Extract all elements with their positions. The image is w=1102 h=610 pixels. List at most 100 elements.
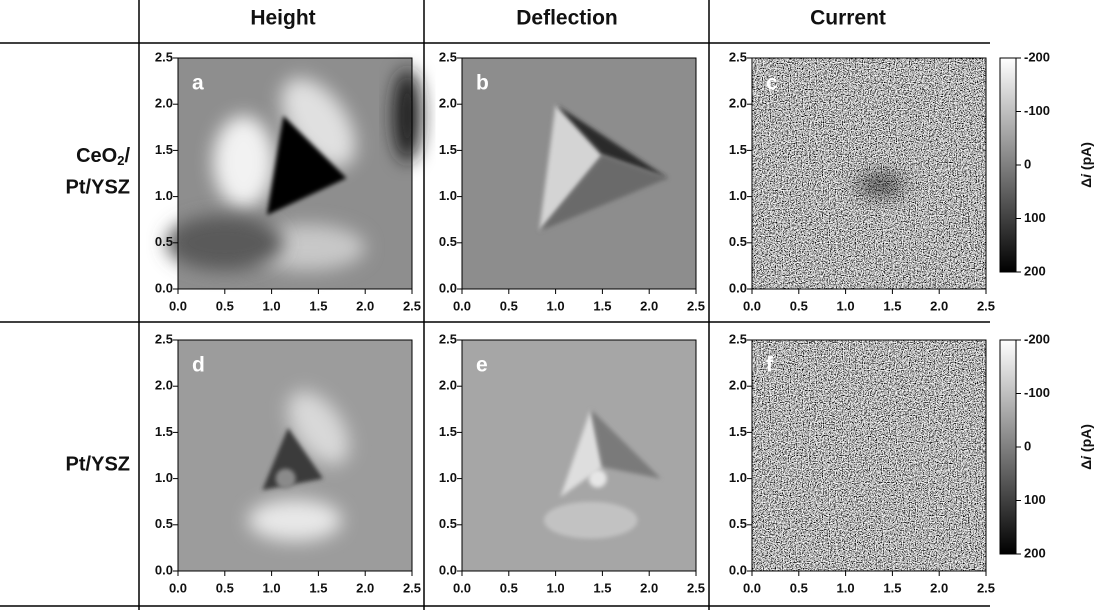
- colorbar-tick-label: 200: [1024, 263, 1046, 278]
- image: [276, 469, 296, 489]
- colorbar-tick-label: 100: [1024, 210, 1046, 225]
- colorbar-label-part: (pA): [1078, 424, 1094, 456]
- colorbar-tick-label: 200: [1024, 545, 1046, 560]
- y-tick-label: 2.5: [439, 331, 457, 346]
- colorbar-label-part: Δ: [1078, 178, 1094, 188]
- colorbar-tick-label: 100: [1024, 492, 1046, 507]
- y-tick-label: 1.0: [155, 188, 173, 203]
- y-tick-label: 2.0: [729, 378, 747, 393]
- y-tick-label: 1.5: [439, 424, 457, 439]
- x-tick-label: 1.5: [883, 580, 901, 595]
- image: [544, 502, 638, 539]
- colorbar-tick-label: -100: [1024, 103, 1050, 118]
- y-tick-label: 0.0: [439, 280, 457, 295]
- y-tick-label: 1.5: [155, 424, 173, 439]
- image: [166, 215, 283, 270]
- column-header: Height: [250, 7, 315, 30]
- y-tick-label: 1.0: [729, 470, 747, 485]
- x-tick-label: 1.0: [837, 580, 855, 595]
- colorbar-label: Δi (pA): [1078, 142, 1094, 188]
- x-tick-label: 2.0: [930, 580, 948, 595]
- y-tick-label: 0.5: [155, 234, 173, 249]
- y-tick-label: 1.5: [155, 142, 173, 157]
- y-tick-label: 1.5: [439, 142, 457, 157]
- panel-letter: f: [766, 354, 774, 377]
- image: [248, 499, 342, 541]
- y-tick-label: 2.5: [155, 49, 173, 64]
- x-tick-label: 0.5: [216, 580, 234, 595]
- y-tick-label: 0.0: [729, 280, 747, 295]
- y-tick-label: 0.0: [439, 562, 457, 577]
- colorbar-gradient: [1000, 58, 1016, 272]
- x-tick-label: 0.5: [790, 298, 808, 313]
- x-tick-label: 0.0: [743, 580, 761, 595]
- column-header: Deflection: [516, 7, 618, 30]
- colorbar-label: Δi (pA): [1078, 424, 1094, 470]
- x-tick-label: 2.0: [356, 580, 374, 595]
- panel-letter: b: [476, 72, 489, 95]
- colorbar-tick-label: 0: [1024, 156, 1031, 171]
- x-tick-label: 1.0: [837, 298, 855, 313]
- x-tick-label: 0.0: [453, 580, 471, 595]
- x-tick-label: 2.5: [977, 298, 995, 313]
- y-tick-label: 1.0: [439, 470, 457, 485]
- x-tick-label: 0.0: [169, 580, 187, 595]
- image: [857, 174, 904, 197]
- image: [752, 58, 986, 289]
- colorbar-gradient: [1000, 340, 1016, 554]
- panel: d0.00.00.50.51.01.01.51.52.02.02.52.5: [155, 331, 421, 595]
- panel: f0.00.00.50.51.01.01.51.52.02.02.52.5: [729, 331, 995, 595]
- y-tick-label: 1.0: [439, 188, 457, 203]
- column-header: Current: [810, 7, 886, 30]
- x-tick-label: 2.5: [403, 580, 421, 595]
- x-tick-label: 0.5: [500, 298, 518, 313]
- image: [213, 116, 274, 208]
- y-tick-label: 2.5: [729, 49, 747, 64]
- y-tick-label: 0.5: [155, 516, 173, 531]
- panel-letter: a: [192, 72, 204, 95]
- image: [393, 70, 421, 162]
- x-tick-label: 1.5: [593, 580, 611, 595]
- y-tick-label: 2.0: [439, 378, 457, 393]
- x-tick-label: 2.5: [687, 580, 705, 595]
- panel: c0.00.00.50.51.01.01.51.52.02.02.52.5: [729, 49, 995, 313]
- colorbar-label-part: Δ: [1078, 460, 1094, 470]
- colorbar-tick-label: -200: [1024, 331, 1050, 346]
- image: [589, 470, 607, 488]
- x-tick-label: 0.0: [743, 298, 761, 313]
- y-tick-label: 1.0: [155, 470, 173, 485]
- x-tick-label: 2.0: [356, 298, 374, 313]
- y-tick-label: 0.0: [729, 562, 747, 577]
- row-label-part: CeO: [76, 145, 117, 167]
- x-tick-label: 0.5: [500, 580, 518, 595]
- x-tick-label: 1.5: [593, 298, 611, 313]
- x-tick-label: 0.0: [453, 298, 471, 313]
- y-tick-label: 2.5: [439, 49, 457, 64]
- row-label: Pt/YSZ: [66, 176, 130, 198]
- colorbar-tick-label: 0: [1024, 438, 1031, 453]
- panel: a0.00.00.50.51.01.01.51.52.02.02.52.5: [155, 49, 421, 313]
- y-tick-label: 2.0: [729, 96, 747, 111]
- y-tick-label: 2.5: [729, 331, 747, 346]
- y-tick-label: 0.5: [729, 234, 747, 249]
- x-tick-label: 2.0: [640, 298, 658, 313]
- row-label-part: /: [124, 145, 130, 167]
- y-tick-label: 2.0: [155, 378, 173, 393]
- image: [752, 340, 986, 571]
- y-tick-label: 0.5: [439, 234, 457, 249]
- x-tick-label: 1.5: [309, 580, 327, 595]
- panel: b0.00.00.50.51.01.01.51.52.02.02.52.5: [439, 49, 705, 313]
- x-tick-label: 2.5: [977, 580, 995, 595]
- row-label: CeO2/: [76, 145, 130, 168]
- x-tick-label: 1.0: [547, 580, 565, 595]
- y-tick-label: 0.0: [155, 562, 173, 577]
- x-tick-label: 1.5: [309, 298, 327, 313]
- x-tick-label: 0.0: [169, 298, 187, 313]
- panel-letter: e: [476, 354, 488, 377]
- x-tick-label: 2.5: [403, 298, 421, 313]
- x-tick-label: 1.5: [883, 298, 901, 313]
- row-label-part: 2: [117, 153, 124, 168]
- y-tick-label: 1.5: [729, 424, 747, 439]
- figure: HeightDeflectionCurrentCeO2/Pt/YSZPt/YSZ…: [0, 0, 1102, 610]
